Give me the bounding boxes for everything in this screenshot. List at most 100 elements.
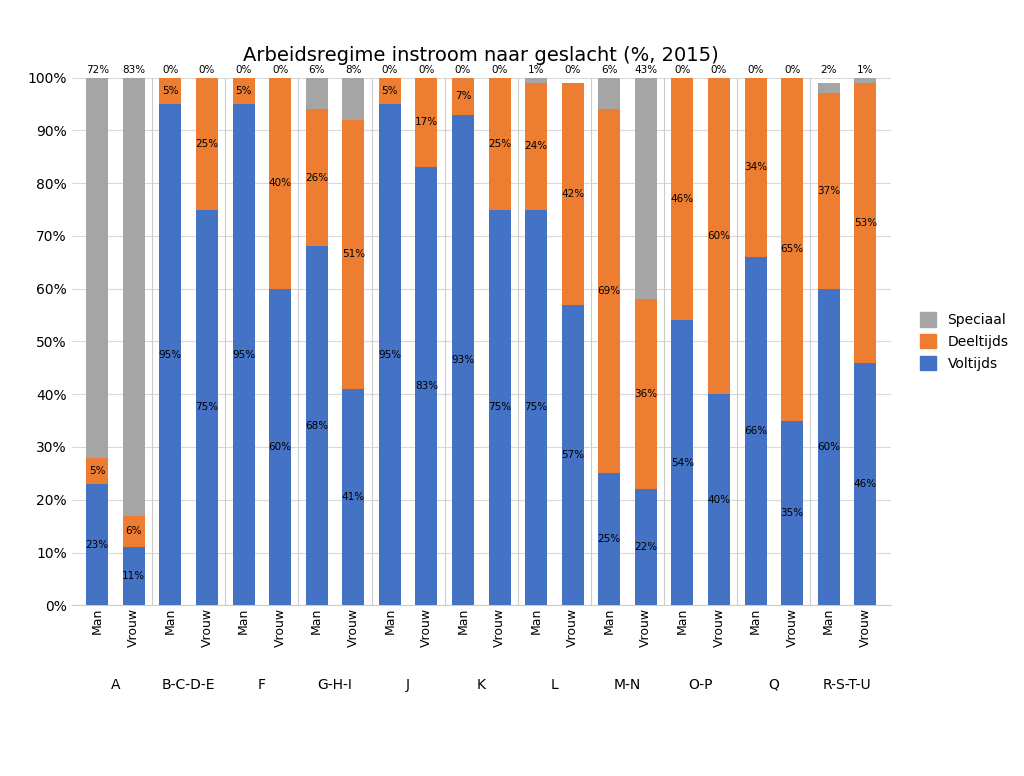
Bar [342,389,365,605]
Text: 51%: 51% [342,249,365,259]
Bar [86,458,109,484]
Text: F: F [258,677,266,691]
Bar [160,104,181,605]
Text: 75%: 75% [196,403,218,412]
Text: 22%: 22% [634,542,657,553]
Text: 6%: 6% [126,526,142,536]
Bar [196,210,218,605]
Text: 60%: 60% [708,231,730,241]
Text: 24%: 24% [524,141,548,151]
Text: 60%: 60% [268,442,292,452]
Text: 69%: 69% [598,286,621,296]
Bar [598,78,621,109]
Bar [672,320,693,605]
Bar [86,484,109,605]
Text: 0%: 0% [748,65,764,75]
Text: 93%: 93% [452,355,474,365]
Text: 75%: 75% [524,403,548,412]
Bar [123,78,144,515]
Text: 95%: 95% [232,350,255,359]
Text: 72%: 72% [86,65,109,75]
Text: 46%: 46% [854,479,877,489]
Text: 34%: 34% [744,162,767,172]
Text: 0%: 0% [784,65,801,75]
Text: 0%: 0% [711,65,727,75]
Text: 75%: 75% [488,403,511,412]
Bar [269,289,291,605]
Text: 60%: 60% [817,442,841,452]
Bar [708,394,730,605]
Text: 83%: 83% [415,381,438,391]
Bar [488,78,511,210]
Bar [416,78,437,168]
Text: 5%: 5% [162,86,178,95]
Text: 40%: 40% [708,495,730,504]
Bar [232,104,255,605]
Bar [306,78,328,109]
Bar [598,109,621,473]
Text: 43%: 43% [634,65,657,75]
Bar [854,362,877,605]
Text: Q: Q [768,677,779,691]
Text: 95%: 95% [378,350,401,359]
Text: 17%: 17% [415,117,438,127]
Bar [452,115,474,605]
Text: 66%: 66% [744,426,767,436]
Text: 54%: 54% [671,458,694,468]
Text: 25%: 25% [196,139,218,148]
Bar [635,72,656,300]
Text: 0%: 0% [382,65,398,75]
Text: 95%: 95% [159,350,182,359]
Bar [525,83,547,210]
Text: 42%: 42% [561,189,585,199]
Bar [306,247,328,605]
Text: 0%: 0% [272,65,289,75]
Text: 0%: 0% [418,65,434,75]
Text: 1%: 1% [528,65,545,75]
Text: 36%: 36% [634,390,657,399]
Bar [232,78,255,104]
Text: G-H-I: G-H-I [317,677,352,691]
Text: 53%: 53% [854,218,877,227]
Bar [562,304,584,605]
Bar [744,257,767,605]
Text: 6%: 6% [308,65,325,75]
Bar [86,78,109,458]
Bar [635,489,656,605]
Bar [598,473,621,605]
Bar [781,421,803,605]
Text: 37%: 37% [817,186,841,196]
Bar [196,78,218,210]
Text: 65%: 65% [780,244,804,254]
Text: 0%: 0% [455,65,471,75]
Text: R-S-T-U: R-S-T-U [822,677,871,691]
Text: K: K [477,677,485,691]
Bar [160,78,181,104]
Text: 46%: 46% [671,194,694,204]
Text: 25%: 25% [488,139,511,148]
Text: 25%: 25% [598,535,621,544]
Text: 5%: 5% [89,466,105,476]
Bar [781,78,803,421]
Bar [269,78,291,289]
Text: B-C-D-E: B-C-D-E [162,677,215,691]
Bar [342,78,365,120]
Bar [123,515,144,547]
Text: 1%: 1% [857,65,873,75]
Text: 40%: 40% [268,178,292,188]
Bar [379,104,400,605]
Text: 26%: 26% [305,173,329,183]
Text: 6%: 6% [601,65,617,75]
Text: 83%: 83% [122,65,145,75]
Bar [123,547,144,605]
Text: 35%: 35% [780,508,804,518]
Bar [488,210,511,605]
Text: 7%: 7% [455,91,471,101]
Bar [744,78,767,257]
Bar [562,83,584,304]
Bar [818,83,840,93]
Text: 8%: 8% [345,65,361,75]
Text: L: L [551,677,558,691]
Title: Arbeidsregime instroom naar geslacht (%, 2015): Arbeidsregime instroom naar geslacht (%,… [244,46,719,65]
Text: M-N: M-N [614,677,641,691]
